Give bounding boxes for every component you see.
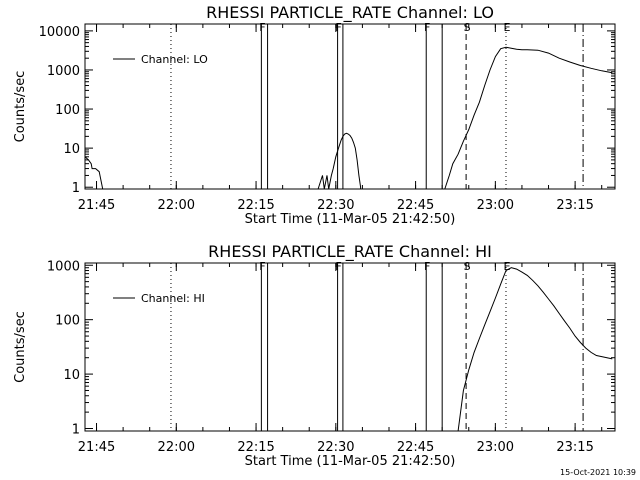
series-line [85,46,613,189]
x-tick-label: 21:45 [78,440,115,455]
y-tick-label: 1000 [47,64,80,79]
x-tick-label: 23:15 [556,440,593,455]
x-tick-label: 23:15 [556,198,593,213]
y-tick-label: 100 [55,314,80,329]
x-tick-label: 22:00 [158,198,195,213]
x-tick-label: 22:30 [317,440,354,455]
x-tick-label: 22:15 [237,198,274,213]
x-tick-label: 23:00 [477,198,514,213]
y-tick-label: 10 [63,368,80,383]
y-tick-label: 10 [63,142,80,157]
marker-label: F [259,260,265,273]
chart-panel-hi: RHESSI PARTICLE_RATE Channel: HI 21:45 22:… [13,242,616,469]
x-tick-label: 22:00 [158,440,195,455]
plot-frame [84,262,616,432]
y-tick-label: 1 [72,423,80,438]
marker-label: F [259,21,265,34]
marker-label: F [424,21,430,34]
marker-label: S [464,21,471,34]
footer-timestamp: 15-Oct-2021 10:39 [560,468,636,477]
y-tick-label: 10000 [39,25,80,40]
plot-frame [84,23,616,190]
marker-label: E [504,21,511,34]
series-line [457,267,613,431]
chart-title: RHESSI PARTICLE_RATE Channel: HI [208,242,492,262]
marker-label: S [464,260,471,273]
x-tick-label: 22:15 [237,440,274,455]
x-axis-label: Start Time (11-Mar-05 21:42:50) [245,454,456,469]
marker-label: F [335,260,341,273]
chart-title: RHESSI PARTICLE_RATE Channel: LO [206,3,494,23]
x-axis-label: Start Time (11-Mar-05 21:42:50) [245,212,456,227]
chart-panel-lo: RHESSI PARTICLE_RATE Channel: LO 21:45 22:… [13,3,616,227]
x-tick-label: 21:45 [78,198,115,213]
x-tick-label: 22:30 [317,198,354,213]
x-tick-label: 23:00 [477,440,514,455]
y-axis-label: Counts/sec [13,71,28,143]
x-tick-label: 22:45 [397,198,434,213]
marker-label: F [424,260,430,273]
y-tick-label: 100 [55,103,80,118]
y-axis-label: Counts/sec [13,311,28,383]
marker-label: F [335,21,341,34]
x-tick-label: 22:45 [397,440,434,455]
y-tick-label: 1 [72,181,80,196]
legend-entry: Channel: LO [141,53,208,66]
legend-entry: Channel: HI [141,292,205,305]
y-tick-label: 1000 [47,259,80,274]
marker-label: E [504,260,511,273]
